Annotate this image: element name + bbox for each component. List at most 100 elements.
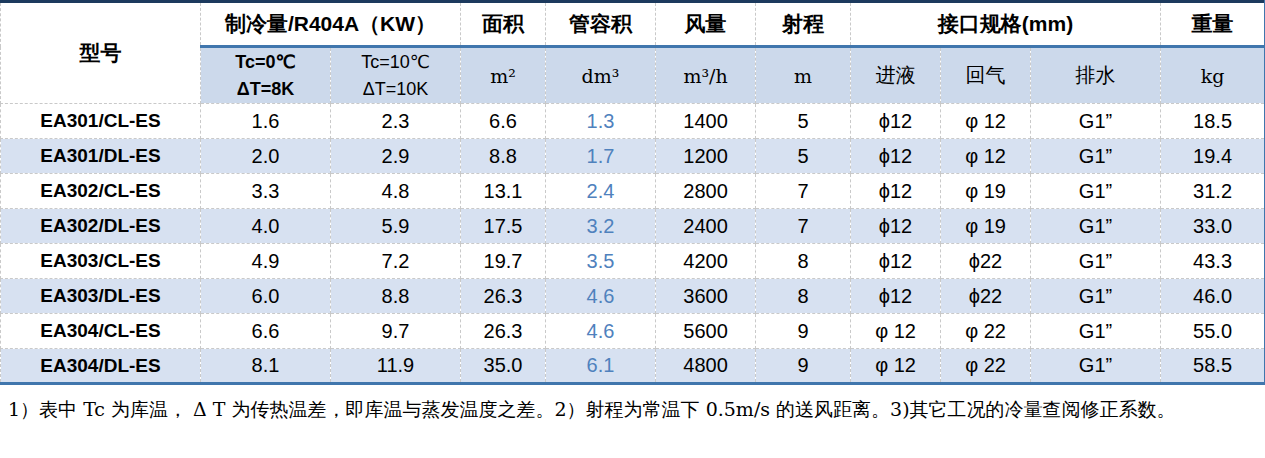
cell-weight: 55.0: [1161, 314, 1265, 349]
header-airflow: 风量: [656, 2, 756, 47]
header-tube-volume: 管容积: [546, 2, 656, 47]
cell-capacity-tc0: 3.3: [201, 174, 331, 209]
condition-tc0-line1: Tc=0℃: [201, 49, 330, 75]
header-model: 型号: [1, 2, 201, 104]
cell-airflow: 4200: [656, 244, 756, 279]
cell-tube-volume: 1.3: [546, 104, 656, 139]
cell-liquid-inlet: ϕ12: [851, 104, 941, 139]
cell-capacity-tc10: 4.8: [331, 174, 461, 209]
cell-area: 19.7: [461, 244, 546, 279]
cell-capacity-tc10: 5.9: [331, 209, 461, 244]
unit-area: m²: [461, 47, 546, 104]
cell-throw: 5: [756, 104, 851, 139]
cell-liquid-inlet: ϕ12: [851, 139, 941, 174]
unit-airflow: m³/h: [656, 47, 756, 104]
cell-model: EA303/DL-ES: [1, 279, 201, 314]
cell-throw: 8: [756, 244, 851, 279]
cell-area: 8.8: [461, 139, 546, 174]
cell-gas-return: φ 19: [941, 209, 1031, 244]
cell-throw: 7: [756, 209, 851, 244]
header-capacity-condition-2: Tc=10℃ ΔT=10K: [331, 47, 461, 104]
cell-model: EA302/CL-ES: [1, 174, 201, 209]
table-row: EA301/CL-ES 1.6 2.3 6.6 1.3 1400 5 ϕ12 φ…: [1, 104, 1265, 139]
cell-area: 13.1: [461, 174, 546, 209]
cell-airflow: 3600: [656, 279, 756, 314]
cell-capacity-tc10: 11.9: [331, 349, 461, 384]
cell-weight: 43.3: [1161, 244, 1265, 279]
condition-tc0-line2: ΔT=8K: [201, 76, 330, 102]
cell-tube-volume: 4.6: [546, 314, 656, 349]
header-interface-group: 接口规格(mm): [851, 2, 1161, 47]
cell-tube-volume: 2.4: [546, 174, 656, 209]
cell-throw: 7: [756, 174, 851, 209]
header-drain: 排水: [1031, 47, 1161, 104]
cell-drain: G1”: [1031, 174, 1161, 209]
cell-drain: G1”: [1031, 349, 1161, 384]
cell-model: EA304/DL-ES: [1, 349, 201, 384]
table-row: EA302/DL-ES 4.0 5.9 17.5 3.2 2400 7 ϕ12 …: [1, 209, 1265, 244]
cell-capacity-tc0: 2.0: [201, 139, 331, 174]
cell-weight: 58.5: [1161, 349, 1265, 384]
cell-gas-return: ϕ22: [941, 244, 1031, 279]
cell-weight: 19.4: [1161, 139, 1265, 174]
cell-drain: G1”: [1031, 104, 1161, 139]
cell-area: 26.3: [461, 314, 546, 349]
cell-capacity-tc10: 2.9: [331, 139, 461, 174]
cell-liquid-inlet: φ 12: [851, 314, 941, 349]
header-weight: 重量: [1161, 2, 1265, 47]
cell-capacity-tc10: 9.7: [331, 314, 461, 349]
header-gas-return: 回气: [941, 47, 1031, 104]
cell-liquid-inlet: φ 12: [851, 349, 941, 384]
cell-throw: 9: [756, 349, 851, 384]
table-row: EA301/DL-ES 2.0 2.9 8.8 1.7 1200 5 ϕ12 φ…: [1, 139, 1265, 174]
table-row: EA304/DL-ES 8.1 11.9 35.0 6.1 4800 9 φ 1…: [1, 349, 1265, 384]
cell-gas-return: φ 12: [941, 139, 1031, 174]
cell-capacity-tc0: 4.0: [201, 209, 331, 244]
cell-area: 35.0: [461, 349, 546, 384]
cell-gas-return: φ 19: [941, 174, 1031, 209]
cell-weight: 33.0: [1161, 209, 1265, 244]
cell-airflow: 5600: [656, 314, 756, 349]
cell-liquid-inlet: ϕ12: [851, 279, 941, 314]
cell-model: EA303/CL-ES: [1, 244, 201, 279]
table-row: EA304/CL-ES 6.6 9.7 26.3 4.6 5600 9 φ 12…: [1, 314, 1265, 349]
cell-capacity-tc0: 4.9: [201, 244, 331, 279]
cell-area: 6.6: [461, 104, 546, 139]
header-capacity-group: 制冷量/R404A（KW）: [201, 2, 461, 47]
cell-airflow: 4800: [656, 349, 756, 384]
cell-model: EA304/CL-ES: [1, 314, 201, 349]
header-liquid-inlet: 进液: [851, 47, 941, 104]
cell-capacity-tc0: 8.1: [201, 349, 331, 384]
cell-area: 26.3: [461, 279, 546, 314]
unit-throw: m: [756, 47, 851, 104]
header-group-row: 型号 制冷量/R404A（KW） 面积 管容积 风量 射程 接口规格(mm) 重…: [1, 2, 1265, 47]
table-row: EA303/CL-ES 4.9 7.2 19.7 3.5 4200 8 ϕ12 …: [1, 244, 1265, 279]
cell-liquid-inlet: ϕ12: [851, 174, 941, 209]
condition-tc10-line2: ΔT=10K: [331, 76, 460, 102]
cell-airflow: 2400: [656, 209, 756, 244]
table-header: 型号 制冷量/R404A（KW） 面积 管容积 风量 射程 接口规格(mm) 重…: [1, 2, 1265, 104]
footnotes: 1）表中 Tc 为库温， Δ T 为传热温差，即库温与蒸发温度之差。2）射程为常…: [0, 385, 1265, 425]
cell-throw: 8: [756, 279, 851, 314]
header-capacity-condition-1: Tc=0℃ ΔT=8K: [201, 47, 331, 104]
cell-drain: G1”: [1031, 139, 1161, 174]
cell-gas-return: ϕ22: [941, 279, 1031, 314]
cell-tube-volume: 6.1: [546, 349, 656, 384]
table-row: EA303/DL-ES 6.0 8.8 26.3 4.6 3600 8 ϕ12 …: [1, 279, 1265, 314]
cell-gas-return: φ 22: [941, 349, 1031, 384]
cell-gas-return: φ 22: [941, 314, 1031, 349]
cell-model: EA301/CL-ES: [1, 104, 201, 139]
cell-capacity-tc10: 8.8: [331, 279, 461, 314]
cell-tube-volume: 3.5: [546, 244, 656, 279]
cell-weight: 46.0: [1161, 279, 1265, 314]
cell-liquid-inlet: ϕ12: [851, 244, 941, 279]
cell-capacity-tc0: 1.6: [201, 104, 331, 139]
cell-weight: 31.2: [1161, 174, 1265, 209]
header-throw: 射程: [756, 2, 851, 47]
cell-drain: G1”: [1031, 244, 1161, 279]
cell-capacity-tc10: 7.2: [331, 244, 461, 279]
table-row: EA302/CL-ES 3.3 4.8 13.1 2.4 2800 7 ϕ12 …: [1, 174, 1265, 209]
cell-gas-return: φ 12: [941, 104, 1031, 139]
spec-table: 型号 制冷量/R404A（KW） 面积 管容积 风量 射程 接口规格(mm) 重…: [0, 0, 1265, 385]
cell-airflow: 2800: [656, 174, 756, 209]
